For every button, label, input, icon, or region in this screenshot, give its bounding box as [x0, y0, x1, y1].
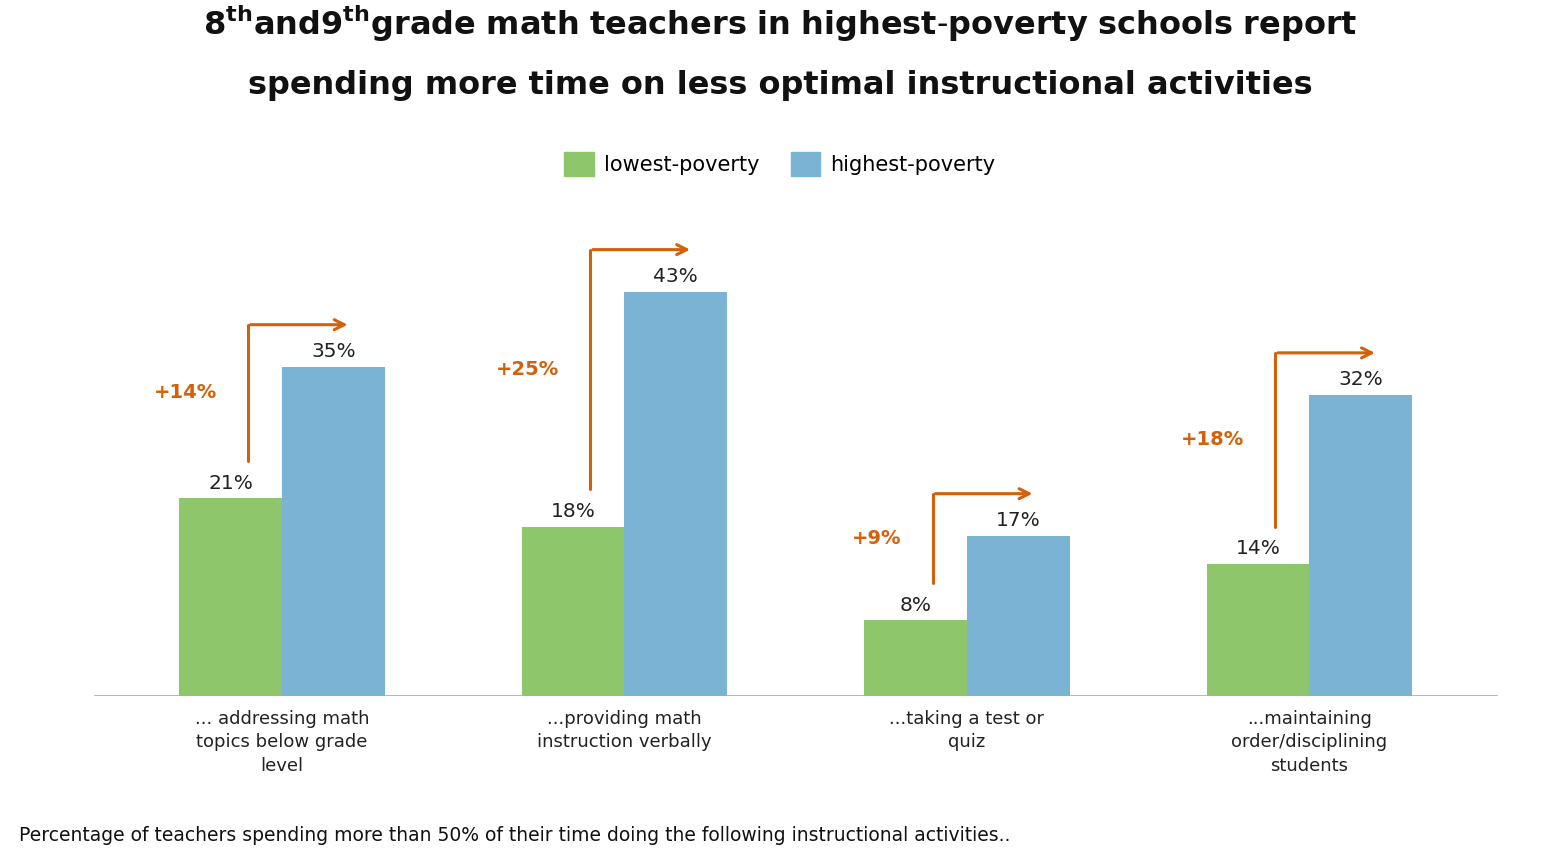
- Text: +18%: +18%: [1181, 430, 1245, 449]
- Text: spending more time on less optimal instructional activities: spending more time on less optimal instr…: [248, 70, 1312, 101]
- Text: 21%: 21%: [207, 473, 253, 492]
- Bar: [179, 499, 282, 696]
- Text: Percentage of teachers spending more than 50% of their time doing the following : Percentage of teachers spending more tha…: [19, 827, 1009, 845]
- Text: 32%: 32%: [1338, 371, 1384, 390]
- Bar: [967, 536, 1070, 696]
- Text: 14%: 14%: [1236, 539, 1281, 558]
- Text: 17%: 17%: [995, 511, 1041, 530]
- Text: 18%: 18%: [551, 502, 596, 521]
- Legend: lowest-poverty, highest-poverty: lowest-poverty, highest-poverty: [557, 143, 1003, 185]
- Text: +25%: +25%: [496, 359, 560, 378]
- Bar: [282, 367, 385, 696]
- Bar: [624, 292, 727, 696]
- Text: ...providing math
instruction verbally: ...providing math instruction verbally: [537, 709, 711, 751]
- Bar: [521, 526, 624, 696]
- Text: ... addressing math
topics below grade
level: ... addressing math topics below grade l…: [195, 709, 370, 775]
- Bar: [1206, 564, 1309, 696]
- Text: 43%: 43%: [654, 267, 699, 286]
- Text: $\mathbf{8^{th}}$$\bf{ and }$$\mathbf{9^{th}}$$\bf{ grade\ math\ teachers\ in\ h: $\mathbf{8^{th}}$$\bf{ and }$$\mathbf{9^…: [203, 3, 1357, 43]
- Text: ...maintaining
order/disciplining
students: ...maintaining order/disciplining studen…: [1231, 709, 1387, 775]
- Text: +14%: +14%: [153, 384, 217, 403]
- Text: 35%: 35%: [310, 342, 356, 361]
- Text: +9%: +9%: [852, 529, 902, 548]
- Text: ...taking a test or
quiz: ...taking a test or quiz: [889, 709, 1044, 751]
- Text: 8%: 8%: [900, 596, 931, 615]
- Bar: [1309, 395, 1412, 696]
- Bar: [864, 620, 967, 696]
